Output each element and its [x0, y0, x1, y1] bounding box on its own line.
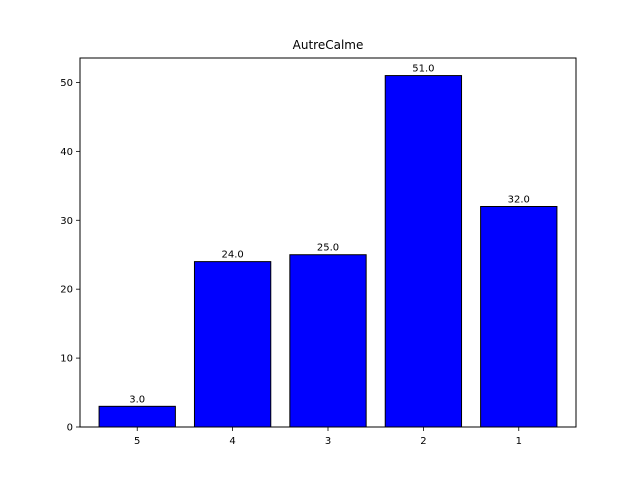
bar-2 — [384, 75, 463, 428]
plot-frame — [79, 57, 577, 428]
x-tick-label-4: 4 — [229, 436, 235, 447]
bar-3 — [289, 254, 367, 428]
bar-4 — [193, 261, 272, 428]
bars-layer — [98, 75, 558, 428]
bar-5 — [98, 405, 176, 428]
y-tick-label-40: 40 — [60, 147, 73, 158]
x-tick-label-3: 3 — [325, 436, 331, 447]
x-tick-label-5: 5 — [134, 436, 140, 447]
y-tick-label-30: 30 — [60, 216, 73, 227]
y-tick-label-0: 0 — [67, 423, 73, 434]
y-tick-label-50: 50 — [60, 78, 73, 89]
data-label-4: 24.0 — [221, 250, 243, 261]
chart-title: AutreCalme — [293, 38, 364, 52]
y-tick-label-10: 10 — [60, 354, 73, 365]
x-tick-label-1: 1 — [516, 436, 522, 447]
data-label-1: 32.0 — [508, 194, 530, 205]
x-tick-label-2: 2 — [420, 436, 426, 447]
data-label-3: 25.0 — [317, 243, 339, 254]
data-label-2: 51.0 — [412, 64, 434, 75]
data-label-5: 3.0 — [129, 394, 145, 405]
data-labels-layer: 3.0 24.0 25.0 51.0 32.0 — [129, 64, 530, 406]
y-tick-label-20: 20 — [60, 285, 73, 296]
bar-1 — [480, 205, 558, 428]
